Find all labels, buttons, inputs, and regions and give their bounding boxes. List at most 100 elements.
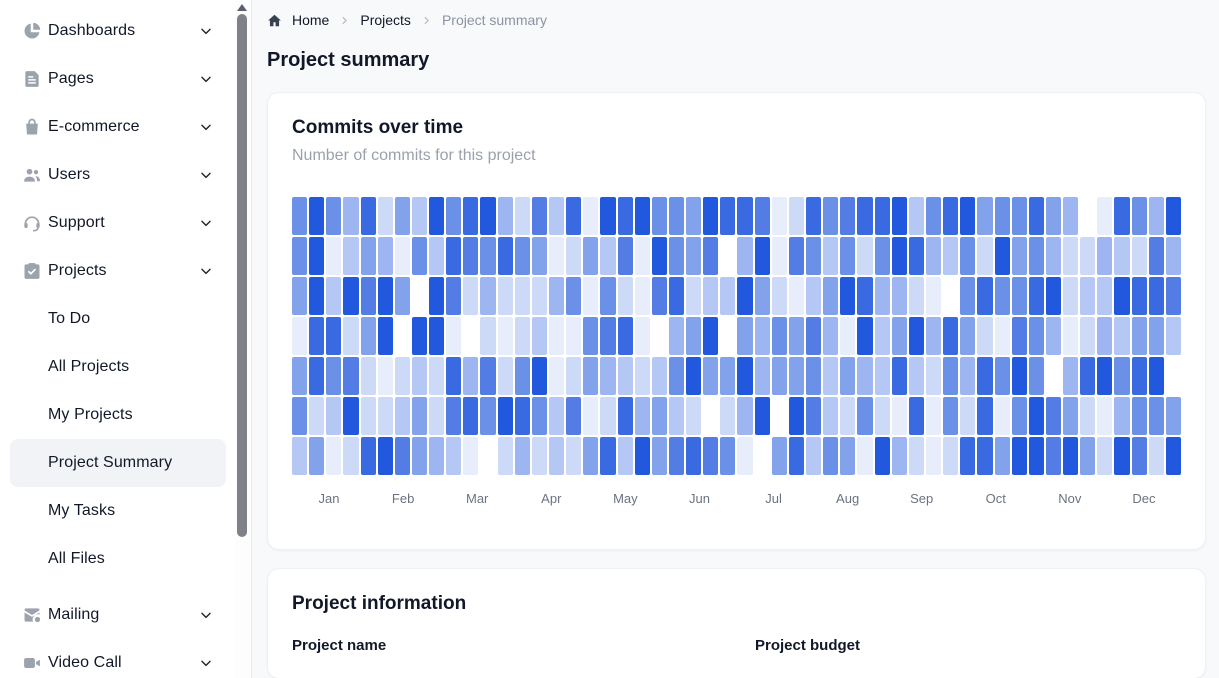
sidebar-item-project-summary[interactable]: Project Summary (10, 439, 226, 487)
sidebar-item-video-call[interactable]: Video Call (10, 639, 226, 678)
month-label: Jan (318, 491, 340, 506)
heatmap-cell (737, 237, 753, 275)
home-icon[interactable] (267, 13, 282, 28)
heatmap-cell (754, 317, 770, 355)
heatmap-cell (411, 397, 428, 435)
sidebar-item-e-commerce[interactable]: E-commerce (10, 103, 226, 151)
heatmap-cell (429, 197, 445, 235)
heatmap-cell (651, 277, 667, 315)
heatmap-cell (480, 397, 496, 435)
breadcrumb-separator-icon (421, 15, 432, 26)
scrollbar-thumb[interactable] (237, 14, 247, 537)
chevron-down-icon (198, 607, 214, 623)
heatmap-cell (531, 197, 548, 235)
sidebar-item-label: Mailing (48, 606, 100, 623)
heatmap-cell (874, 277, 890, 315)
heatmap-cell (686, 197, 702, 235)
heatmap-cell (806, 277, 822, 315)
heatmap-cell (497, 237, 513, 275)
heatmap-cell (874, 237, 890, 275)
heatmap-cell (925, 277, 942, 315)
heatmap-cell (309, 277, 325, 315)
heatmap-cell (686, 397, 702, 435)
heatmap-cell (394, 397, 410, 435)
heatmap-cell (463, 277, 479, 315)
heatmap-cell (686, 277, 702, 315)
sidebar-item-projects[interactable]: Projects (10, 247, 226, 295)
sidebar-item-support[interactable]: Support (10, 199, 226, 247)
scrollbar-up-button[interactable] (237, 4, 247, 11)
heatmap-cell (771, 197, 787, 235)
heatmap-cell (1063, 197, 1079, 235)
heatmap-cell (703, 437, 719, 475)
breadcrumb-item-home[interactable]: Home (292, 12, 330, 28)
sidebar-item-mailing[interactable]: Mailing (10, 591, 226, 639)
heatmap-cell (823, 317, 839, 355)
heatmap-cell (686, 437, 702, 475)
heatmap-cell (480, 237, 496, 275)
heatmap-cell (925, 237, 942, 275)
heatmap-cell (1148, 197, 1164, 235)
breadcrumb-item-project-summary: Project summary (441, 12, 547, 28)
heatmap-cell (583, 357, 599, 395)
heatmap-cell (1166, 357, 1181, 395)
sidebar-scrollbar[interactable] (235, 0, 250, 678)
heatmap-cell (566, 197, 582, 235)
sidebar-item-all-projects[interactable]: All Projects (10, 343, 226, 391)
heatmap-cell (446, 237, 462, 275)
chevron-down-icon (198, 119, 214, 135)
breadcrumb-item-projects[interactable]: Projects (360, 12, 411, 28)
heatmap-cell (720, 437, 736, 475)
projects-icon (22, 261, 42, 281)
heatmap-cell (1045, 277, 1062, 315)
heatmap-cell (446, 317, 462, 355)
heatmap-cell (925, 437, 942, 475)
heatmap-cell (1114, 397, 1130, 435)
chevron-down-icon (198, 71, 214, 87)
heatmap-cell (429, 237, 445, 275)
heatmap-cell (960, 357, 976, 395)
sidebar-item-pages[interactable]: Pages (10, 55, 226, 103)
heatmap-cell (1097, 197, 1113, 235)
heatmap-cell (788, 237, 805, 275)
heatmap-cell (788, 397, 805, 435)
heatmap-cell (463, 237, 479, 275)
heatmap-cell (977, 277, 993, 315)
heatmap-cell (549, 357, 565, 395)
heatmap-cell (994, 357, 1010, 395)
heatmap-cell (737, 197, 753, 235)
heatmap-cell (994, 197, 1010, 235)
heatmap-cell (549, 437, 565, 475)
commits-card-subtitle: Number of commits for this project (292, 147, 536, 164)
heatmap-cell (703, 237, 719, 275)
sidebar-item-dashboards[interactable]: Dashboards (10, 7, 226, 55)
heatmap-cell (360, 237, 376, 275)
heatmap-cell (1063, 237, 1079, 275)
month-label: Aug (836, 491, 860, 506)
sidebar-item-all-files[interactable]: All Files (10, 535, 226, 583)
heatmap-cell (566, 397, 582, 435)
heatmap-cell (652, 317, 667, 355)
heatmap-cell (514, 277, 530, 315)
heatmap-cell (960, 237, 976, 275)
sidebar-item-to-do[interactable]: To Do (10, 295, 226, 343)
heatmap-cell (891, 277, 907, 315)
heatmap-cell (480, 437, 495, 475)
heatmap-cell (1063, 277, 1079, 315)
heatmap-cell (977, 237, 993, 275)
heatmap-cell (583, 437, 599, 475)
heatmap-cell (429, 357, 445, 395)
heatmap-cell (943, 317, 959, 355)
heatmap-cell (531, 397, 548, 435)
heatmap-cell (840, 277, 856, 315)
heatmap-cell (857, 197, 873, 235)
heatmap-cell (1080, 357, 1096, 395)
sidebar-item-users[interactable]: Users (10, 151, 226, 199)
sidebar-item-my-projects[interactable]: My Projects (10, 391, 226, 439)
heatmap-cell (377, 317, 393, 355)
heatmap-cell (1080, 237, 1096, 275)
heatmap-cell (943, 277, 958, 315)
sidebar-item-label: Pages (48, 70, 94, 87)
heatmap-cell (1097, 277, 1113, 315)
sidebar-item-my-tasks[interactable]: My Tasks (10, 487, 226, 535)
